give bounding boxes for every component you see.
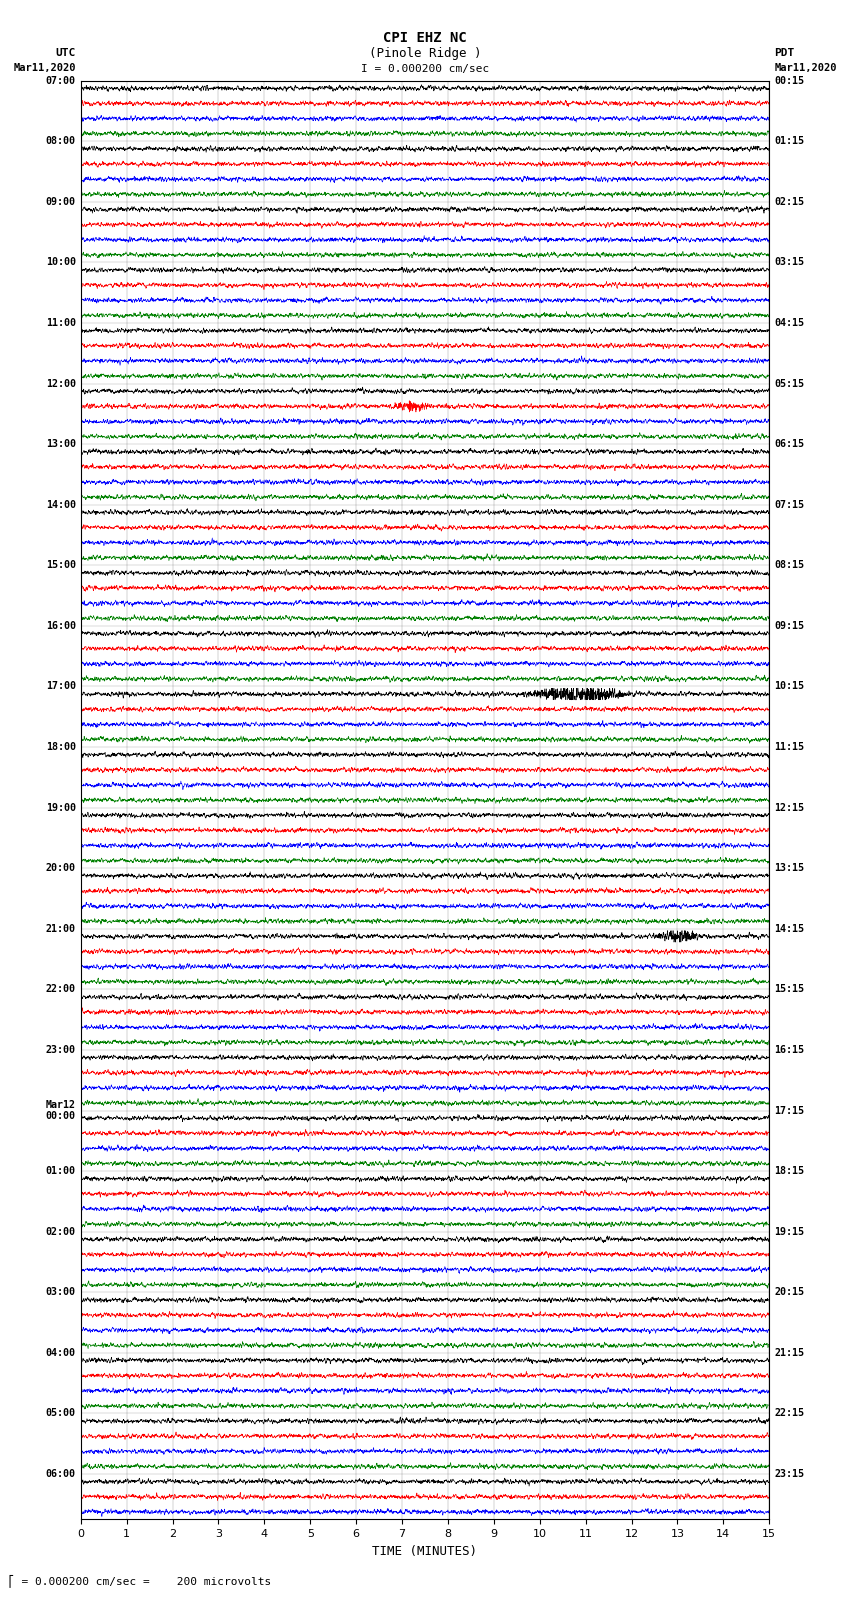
Text: 19:00: 19:00 [46, 803, 76, 813]
Text: I = 0.000200 cm/sec: I = 0.000200 cm/sec [361, 65, 489, 74]
Text: 03:15: 03:15 [774, 258, 804, 268]
Text: 07:00: 07:00 [46, 76, 76, 85]
Text: 06:00: 06:00 [46, 1469, 76, 1479]
Text: 01:00: 01:00 [46, 1166, 76, 1176]
Text: 01:15: 01:15 [774, 135, 804, 147]
Text: 05:00: 05:00 [46, 1408, 76, 1418]
Text: Mar11,2020: Mar11,2020 [774, 63, 837, 73]
Text: 07:15: 07:15 [774, 500, 804, 510]
Text: 00:15: 00:15 [774, 76, 804, 85]
Text: 13:15: 13:15 [774, 863, 804, 873]
Text: 23:15: 23:15 [774, 1469, 804, 1479]
Text: 09:15: 09:15 [774, 621, 804, 631]
Text: 02:00: 02:00 [46, 1227, 76, 1237]
Text: 11:00: 11:00 [46, 318, 76, 327]
Text: UTC: UTC [55, 48, 76, 58]
Text: CPI EHZ NC: CPI EHZ NC [383, 31, 467, 45]
Text: 17:15: 17:15 [774, 1105, 804, 1116]
Text: (Pinole Ridge ): (Pinole Ridge ) [369, 47, 481, 60]
X-axis label: TIME (MINUTES): TIME (MINUTES) [372, 1545, 478, 1558]
Text: 09:00: 09:00 [46, 197, 76, 206]
Text: 14:15: 14:15 [774, 924, 804, 934]
Text: Mar11,2020: Mar11,2020 [13, 63, 76, 73]
Text: 04:15: 04:15 [774, 318, 804, 327]
Text: ⎡ = 0.000200 cm/sec =    200 microvolts: ⎡ = 0.000200 cm/sec = 200 microvolts [8, 1574, 272, 1587]
Text: 03:00: 03:00 [46, 1287, 76, 1297]
Text: 22:00: 22:00 [46, 984, 76, 994]
Text: 06:15: 06:15 [774, 439, 804, 448]
Text: 08:15: 08:15 [774, 560, 804, 571]
Text: 11:15: 11:15 [774, 742, 804, 752]
Text: 10:15: 10:15 [774, 681, 804, 692]
Text: 20:15: 20:15 [774, 1287, 804, 1297]
Text: 15:00: 15:00 [46, 560, 76, 571]
Text: 20:00: 20:00 [46, 863, 76, 873]
Text: 16:15: 16:15 [774, 1045, 804, 1055]
Text: 14:00: 14:00 [46, 500, 76, 510]
Text: 22:15: 22:15 [774, 1408, 804, 1418]
Text: 04:00: 04:00 [46, 1348, 76, 1358]
Text: 18:15: 18:15 [774, 1166, 804, 1176]
Text: 21:15: 21:15 [774, 1348, 804, 1358]
Text: 16:00: 16:00 [46, 621, 76, 631]
Text: Mar12
00:00: Mar12 00:00 [46, 1100, 76, 1121]
Text: 05:15: 05:15 [774, 379, 804, 389]
Text: 15:15: 15:15 [774, 984, 804, 994]
Text: PDT: PDT [774, 48, 795, 58]
Text: 13:00: 13:00 [46, 439, 76, 448]
Text: 10:00: 10:00 [46, 258, 76, 268]
Text: 23:00: 23:00 [46, 1045, 76, 1055]
Text: 12:15: 12:15 [774, 803, 804, 813]
Text: 02:15: 02:15 [774, 197, 804, 206]
Text: 17:00: 17:00 [46, 681, 76, 692]
Text: 19:15: 19:15 [774, 1227, 804, 1237]
Text: 18:00: 18:00 [46, 742, 76, 752]
Text: 08:00: 08:00 [46, 135, 76, 147]
Text: 12:00: 12:00 [46, 379, 76, 389]
Text: 21:00: 21:00 [46, 924, 76, 934]
